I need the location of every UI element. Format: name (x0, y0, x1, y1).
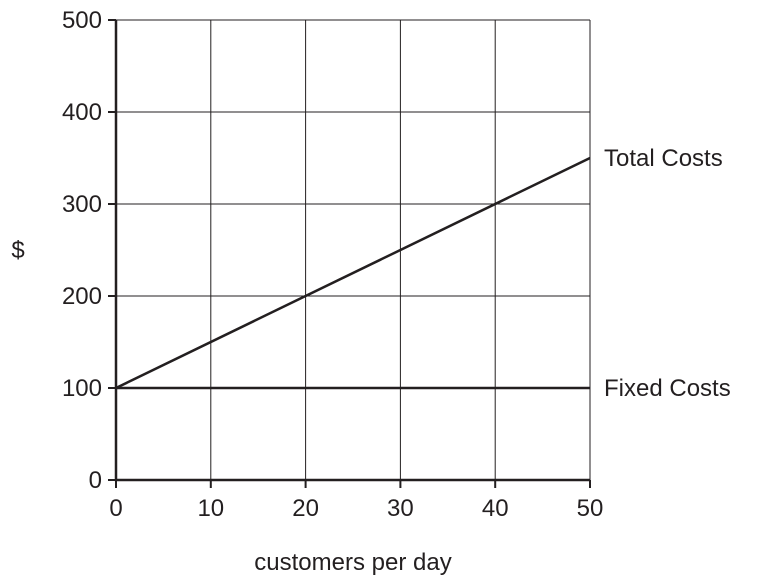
y-tick-label-500: 500 (62, 7, 102, 34)
axes (114, 20, 590, 482)
series-line-total-costs (115, 156, 591, 390)
y-tick-label-200: 200 (62, 283, 102, 310)
x-tick-label-50: 50 (577, 495, 604, 522)
x-tick-label-0: 0 (109, 495, 122, 522)
series-labels: Total Costs Fixed Costs (604, 145, 731, 402)
tick-marks (108, 19, 591, 488)
y-tick-label-300: 300 (62, 191, 102, 218)
y-tick-label-0: 0 (89, 467, 102, 494)
y-tick-label-100: 100 (62, 375, 102, 402)
x-tick-label-20: 20 (292, 495, 319, 522)
series-label-total-costs: Total Costs (604, 145, 723, 172)
axis-lines (114, 20, 590, 482)
series-lines (115, 156, 591, 390)
x-tick-label-40: 40 (482, 495, 509, 522)
series-label-fixed-costs: Fixed Costs (604, 375, 731, 402)
y-axis-title: $ (11, 237, 24, 264)
y-tick-label-400: 400 (62, 99, 102, 126)
x-tick-label-30: 30 (387, 495, 414, 522)
x-axis-title: customers per day (254, 549, 451, 576)
x-tick-label-10: 10 (197, 495, 224, 522)
grid (116, 19, 591, 480)
